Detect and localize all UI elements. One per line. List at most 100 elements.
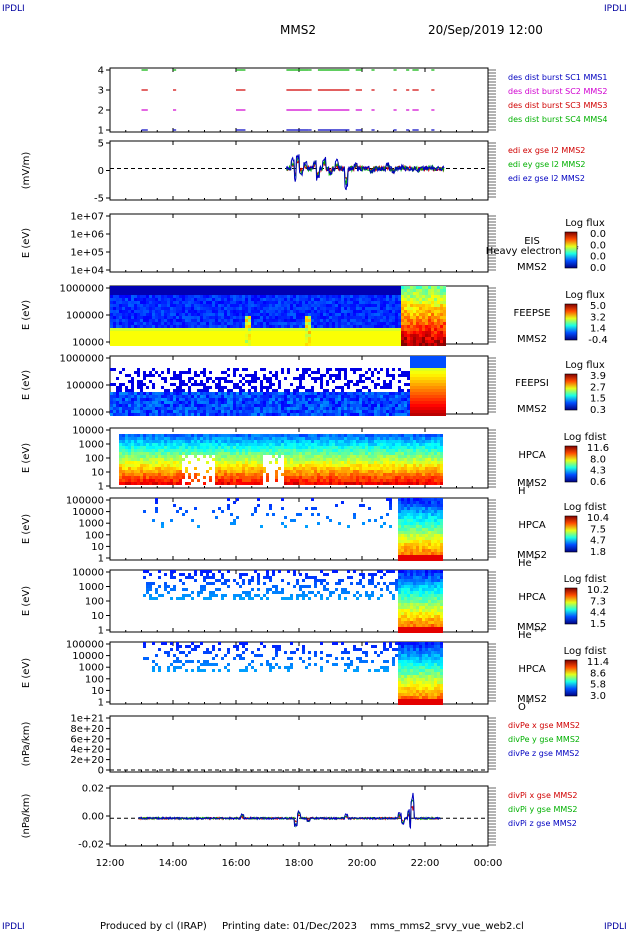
spectro-cell [287,452,290,455]
spectro-cell [374,398,377,401]
spectro-cell [314,289,317,292]
spectro-cell [263,374,266,377]
spectro-cell [242,464,245,467]
colorbar-tick-label: 0.0 [590,240,606,251]
spectro-cell [413,413,416,416]
spectro-cell [308,319,311,322]
spectro-cell [284,434,287,437]
spectro-cell [428,380,431,383]
spectro-cell [308,410,311,413]
spectro-cell [404,325,407,328]
spectro-cell [227,395,230,398]
spectro-cell [275,413,278,416]
spectro-cell [395,343,398,346]
spectro-cell [371,289,374,292]
spectro-cell [269,313,272,316]
spectro-cell [416,395,419,398]
spectro-cell [212,440,215,443]
spectro-cell [275,295,278,298]
spectro-cell [251,404,254,407]
spectro-cell [134,440,137,443]
spectro-cell [134,395,137,398]
spectro-cell [176,301,179,304]
spectro-cell [185,286,188,289]
spectro-cell [137,289,140,292]
spectro-cell [137,392,140,395]
spectro-cell [380,307,383,310]
spectro-cell [410,398,413,401]
spectro-cell [206,449,209,452]
spectro-cell [428,410,431,413]
colorbar-tick-label: -0.4 [588,335,608,346]
spectro-cell [365,401,368,404]
spectro-cell [212,322,215,325]
spectro-cell [125,479,128,482]
spectro-cell [365,328,368,331]
spectro-cell [242,446,245,449]
spectro-cell [290,407,293,410]
spectro-cell [407,401,410,404]
spectro-cell [212,334,215,337]
spectro-cell [164,404,167,407]
spectro-cell [353,371,356,374]
spectro-cell [401,316,404,319]
spectro-cell [422,334,425,337]
spectro-cell [386,401,389,404]
spectro-cell [209,404,212,407]
spectro-cell [386,316,389,319]
spectro-cell [386,340,389,343]
spectro-cell [383,401,386,404]
spectro-cell [161,301,164,304]
spectro-cell [230,301,233,304]
spectro-cell [344,371,347,374]
spectro-cell [116,316,119,319]
spectro-cell [395,401,398,404]
spectro-cell [206,434,209,437]
spectro-cell [194,383,197,386]
spectro-cell [137,371,140,374]
spectro-cell [182,449,185,452]
spectro-cell [386,337,389,340]
spectro-cell [179,380,182,383]
spectro-cell [167,313,170,316]
spectro-cell [167,298,170,301]
spectro-cell [230,325,233,328]
spectro-cell [230,298,233,301]
spectro-cell [140,398,143,401]
spectro-cell [413,340,416,343]
spectro-cell [170,443,173,446]
spectro-cell [314,295,317,298]
spectro-cell [209,316,212,319]
spectro-cell [248,398,251,401]
spectro-cell [440,389,443,392]
spectro-cell [128,334,131,337]
spectro-cell [284,343,287,346]
spectro-cell [248,446,251,449]
spectro-cell [341,316,344,319]
spectro-cell [320,331,323,334]
spectro-cell [242,482,245,485]
spectro-cell [320,313,323,316]
spectro-cell [356,316,359,319]
spectro-cell [188,286,191,289]
spectro-cell [182,404,185,407]
spectro-cell [299,295,302,298]
spectro-cell [173,467,176,470]
spectro-cell [269,343,272,346]
spectro-cell [140,476,143,479]
spectro-cell [347,334,350,337]
spectro-cell [128,461,131,464]
spectro-cell [224,313,227,316]
spectro-cell [275,389,278,392]
spectro-cell [272,304,275,307]
spectro-cell [293,316,296,319]
spectro-cell [284,392,287,395]
spectro-cell [305,404,308,407]
spectro-cell [389,316,392,319]
spectro-cell [287,449,290,452]
spectro-cell [242,410,245,413]
spectro-cell [110,392,113,395]
spectro-cell [278,310,281,313]
spectro-cell [170,383,173,386]
spectro-cell [386,319,389,322]
